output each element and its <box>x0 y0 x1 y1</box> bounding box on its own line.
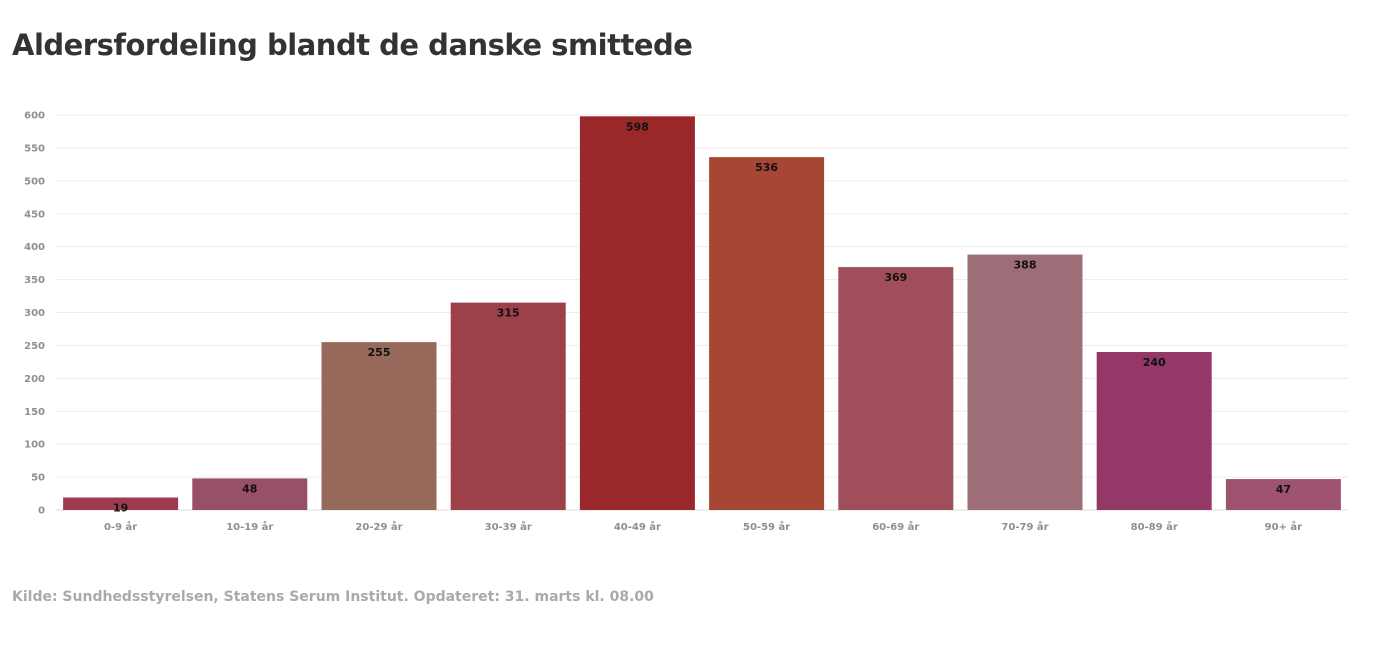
bars <box>63 116 1341 511</box>
data-label: 315 <box>497 307 520 320</box>
data-label: 48 <box>242 482 257 495</box>
bar <box>1225 479 1341 510</box>
bar <box>63 497 179 510</box>
data-label: 255 <box>368 346 391 359</box>
y-tick-label: 300 <box>24 308 45 319</box>
x-tick-label: 30-39 år <box>485 520 532 533</box>
x-tick-label: 50-59 år <box>743 520 790 533</box>
y-tick-label: 600 <box>24 111 45 122</box>
bar-chart: 0 50 100 150 200 250 300 350 400 450 500 550 600 19 4… <box>24 111 1348 533</box>
bar <box>192 478 308 510</box>
y-tick-label: 150 <box>24 407 45 418</box>
x-axis: 0-9 år 10-19 år 20-29 år 30-39 år 40-49 år 50… <box>104 520 1302 533</box>
source-note: Kilde: Sundhedsstyrelsen, Statens Serum … <box>12 589 654 605</box>
y-tick-label: 550 <box>24 143 45 154</box>
x-tick-label: 40-49 år <box>614 520 661 533</box>
y-axis: 0 50 100 150 200 250 300 350 400 450 500 550 600 <box>24 111 45 517</box>
bar <box>967 254 1083 510</box>
bar <box>838 267 954 510</box>
y-tick-label: 450 <box>24 209 45 220</box>
x-tick-label: 80-89 år <box>1131 520 1178 533</box>
data-labels: 19 48 255 315 598 536 369 388 240 47 <box>113 120 1291 514</box>
data-label: 19 <box>113 501 128 514</box>
y-tick-label: 200 <box>24 374 45 385</box>
chart-title: Aldersfordeling blandt de danske smitted… <box>12 28 693 62</box>
x-tick-label: 90+ år <box>1265 520 1303 533</box>
bar <box>1096 352 1212 510</box>
data-label: 388 <box>1014 259 1037 272</box>
bar <box>709 157 825 510</box>
y-tick-label: 100 <box>24 440 45 451</box>
x-tick-label: 0-9 år <box>104 520 137 533</box>
y-tick-label: 0 <box>38 506 45 517</box>
y-tick-label: 50 <box>31 473 45 484</box>
x-tick-label: 10-19 år <box>226 520 273 533</box>
bar <box>321 342 437 510</box>
y-tick-label: 350 <box>24 275 45 286</box>
bar <box>450 302 566 510</box>
gridlines <box>56 114 1348 511</box>
data-label: 536 <box>755 161 778 174</box>
data-label: 240 <box>1143 356 1166 369</box>
x-tick-label: 20-29 år <box>355 520 402 533</box>
data-label: 598 <box>626 120 649 133</box>
y-tick-label: 500 <box>24 176 45 187</box>
y-tick-label: 400 <box>24 242 45 253</box>
data-label: 369 <box>884 271 907 284</box>
bar <box>579 116 695 511</box>
y-tick-label: 250 <box>24 341 45 352</box>
x-tick-label: 70-79 år <box>1001 520 1048 533</box>
data-label: 47 <box>1276 483 1291 496</box>
x-tick-label: 60-69 år <box>872 520 919 533</box>
